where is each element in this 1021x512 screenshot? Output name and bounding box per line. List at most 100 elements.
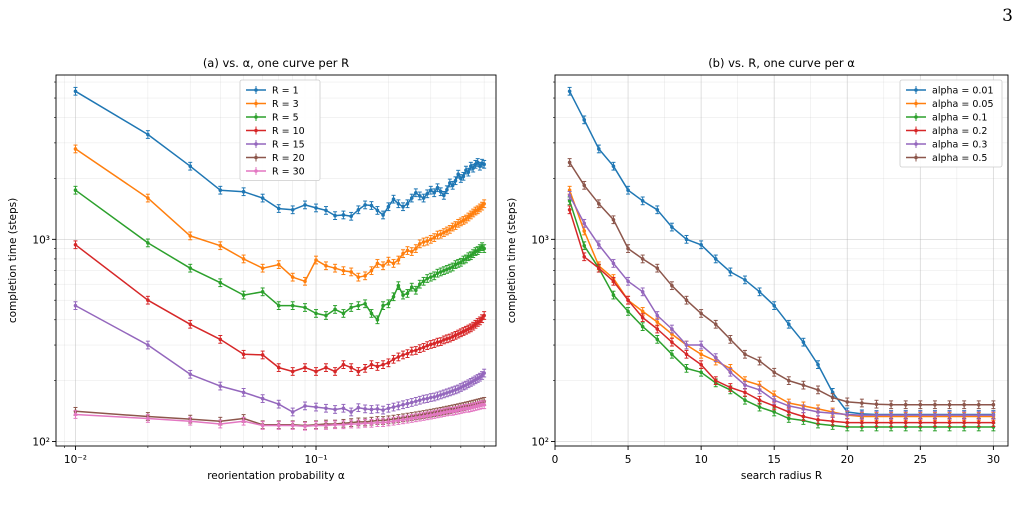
data-point: [414, 190, 418, 195]
data-point: [772, 303, 776, 308]
legend-swatch-marker: [914, 128, 918, 133]
legend: R = 1 R = 3 R = 5 R = 10 R = 15 R = 20 R = 30: [239, 79, 321, 181]
data-point: [611, 261, 616, 266]
data-point: [314, 369, 318, 374]
data-point: [442, 338, 446, 342]
data-point: [772, 404, 776, 408]
data-point: [845, 412, 850, 417]
legend-box: [899, 79, 1003, 168]
series-line-1: [568, 189, 994, 418]
chart-b: 0 5 10 15 20 25 30 10² 10³ (b) vs. R, one curve p…: [506, 56, 1009, 482]
data-point: [743, 278, 747, 282]
data-point: [241, 189, 246, 194]
data-point: [787, 404, 791, 408]
y-tick-label: 10³: [531, 234, 549, 246]
data-point: [381, 420, 385, 425]
data-point: [401, 353, 405, 357]
data-point: [442, 193, 446, 198]
data-point: [874, 402, 879, 406]
data-point: [889, 402, 893, 407]
data-point: [991, 413, 996, 417]
data-point: [442, 230, 446, 235]
data-point: [409, 196, 414, 200]
data-point: [425, 343, 430, 348]
data-point: [482, 402, 486, 407]
data-point: [417, 398, 422, 403]
data-point: [640, 199, 645, 203]
data-point: [324, 313, 328, 318]
data-point: [421, 279, 426, 284]
data-point: [428, 413, 433, 417]
data-point: [801, 414, 806, 419]
x-axis-label: reorientation probability α: [207, 470, 345, 482]
legend-swatch-marker: [914, 101, 918, 106]
data-point: [414, 415, 418, 420]
data-point: [728, 370, 733, 375]
data-point: [962, 402, 966, 407]
data-point: [324, 406, 328, 411]
data-point: [303, 305, 307, 310]
data-point: [991, 420, 996, 425]
data-point: [146, 132, 150, 137]
data-point: [435, 233, 440, 237]
data-point: [728, 385, 733, 390]
page-number: 3: [1002, 6, 1013, 26]
data-point: [453, 223, 458, 228]
data-point: [757, 359, 762, 363]
data-point: [241, 257, 246, 261]
data-point: [391, 405, 396, 409]
data-point: [188, 419, 193, 424]
legend-label: R = 15: [272, 140, 305, 151]
legend-box: [239, 79, 321, 181]
data-point: [276, 262, 281, 267]
data-point: [860, 413, 864, 417]
data-point: [405, 201, 410, 206]
data-point: [459, 260, 463, 265]
data-point: [611, 217, 616, 222]
data-point: [349, 422, 353, 426]
data-point: [640, 290, 645, 294]
data-point: [670, 352, 674, 357]
data-point: [684, 352, 689, 357]
data-point: [260, 353, 265, 357]
data-point: [363, 274, 367, 278]
data-point: [772, 410, 776, 414]
data-point: [787, 416, 791, 421]
data-point: [445, 391, 449, 395]
data-point: [582, 118, 587, 122]
legend-label: alpha = 0.01: [932, 86, 994, 97]
x-tick-label: 15: [768, 454, 781, 466]
data-point: [611, 293, 616, 297]
data-point: [218, 188, 223, 193]
data-point: [626, 279, 630, 284]
y-tick-label: 10²: [32, 436, 50, 448]
data-point: [417, 282, 422, 286]
legend-swatch-marker: [254, 115, 258, 119]
data-point: [787, 378, 791, 383]
data-point: [241, 352, 246, 357]
data-point: [314, 311, 318, 316]
data-point: [655, 320, 660, 324]
data-point: [445, 410, 449, 414]
legend-swatch-marker: [254, 142, 258, 146]
data-point: [290, 369, 295, 374]
data-point: [438, 411, 443, 416]
legend-label: R = 5: [272, 113, 299, 124]
data-point: [218, 243, 223, 248]
data-point: [464, 168, 468, 172]
data-point: [699, 343, 703, 347]
data-point: [670, 340, 674, 344]
legend-swatch-marker: [254, 101, 258, 106]
data-point: [396, 283, 401, 288]
data-point: [421, 345, 426, 350]
data-point: [713, 322, 718, 327]
data-point: [363, 407, 367, 411]
data-point: [381, 263, 385, 268]
data-point: [146, 343, 150, 347]
series-line-4: [568, 195, 994, 416]
data-point: [889, 420, 893, 425]
chart-title: (a) vs. α, one curve per R: [203, 56, 349, 70]
data-point: [414, 288, 418, 293]
data-point: [699, 242, 703, 247]
data-point: [699, 311, 703, 316]
